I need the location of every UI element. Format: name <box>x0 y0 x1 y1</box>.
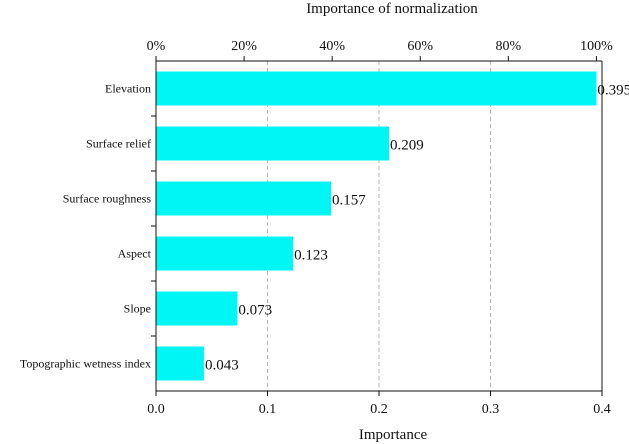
bar <box>156 236 294 271</box>
value-label: 0.123 <box>294 248 328 264</box>
category-label: Aspect <box>118 247 152 261</box>
x-tick-label: 0.0 <box>147 402 165 417</box>
bars-layer <box>156 71 597 381</box>
top-tick-label: 40% <box>319 39 345 54</box>
x-axis-title: Importance <box>359 427 428 443</box>
grid-layer <box>267 61 603 391</box>
secondary-axis-title: Importance of normalization <box>306 1 478 17</box>
x-tick-label: 0.1 <box>259 402 277 417</box>
value-label: 0.209 <box>390 138 424 154</box>
value-label: 0.395 <box>597 83 629 99</box>
bar <box>156 346 204 381</box>
top-tick-label: 60% <box>407 39 433 54</box>
category-label: Elevation <box>105 82 151 96</box>
top-tick-label: 100% <box>580 39 613 54</box>
value-label: 0.073 <box>238 303 272 319</box>
category-label: Slope <box>124 302 151 316</box>
value-label: 0.157 <box>332 193 366 209</box>
top-tick-label: 0% <box>147 39 166 54</box>
top-tick-label: 20% <box>231 39 257 54</box>
axes-layer <box>151 56 603 396</box>
category-label: Surface roughness <box>63 192 152 206</box>
bar <box>156 126 390 161</box>
x-tick-label: 0.2 <box>370 402 388 417</box>
x-tick-label: 0.4 <box>593 402 611 417</box>
top-tick-label: 80% <box>496 39 522 54</box>
labels-layer: 0.0 0.1 0.2 0.3 0.4 0% 20% 40% 60% 80% 100% Elevati… <box>20 39 629 417</box>
bar <box>156 181 332 216</box>
category-label: Surface relief <box>86 137 151 151</box>
category-label: Topographic wetness index <box>20 357 151 371</box>
bar <box>156 291 238 326</box>
value-label: 0.043 <box>205 358 239 374</box>
x-tick-label: 0.3 <box>482 402 500 417</box>
bar <box>156 71 597 106</box>
